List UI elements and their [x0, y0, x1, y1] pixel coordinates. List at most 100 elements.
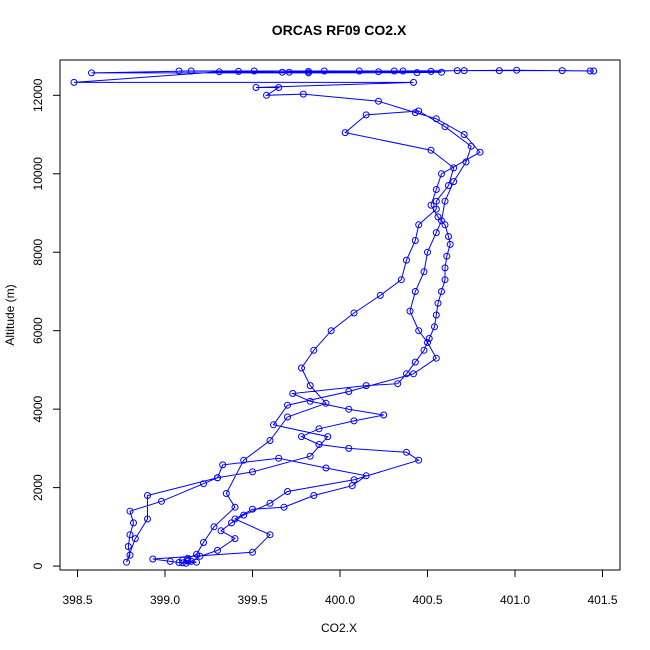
data-point — [434, 213, 442, 221]
data-point — [126, 507, 134, 515]
data-point — [443, 252, 451, 260]
data-point — [415, 221, 423, 229]
data-point — [425, 335, 433, 342]
x-tick-label: 400.0 — [325, 593, 355, 607]
data-point — [231, 535, 239, 543]
data-point — [453, 67, 461, 75]
data-point — [175, 67, 183, 75]
data-point — [441, 276, 449, 284]
data-point — [310, 346, 318, 354]
data-point — [375, 97, 382, 105]
data-point — [322, 464, 330, 472]
data-point — [214, 546, 221, 554]
data-point — [355, 67, 363, 75]
data-point — [289, 390, 297, 397]
x-tick-label: 398.5 — [62, 593, 92, 607]
data-point — [123, 558, 130, 566]
data-point — [345, 405, 353, 413]
y-tick-label: 4000 — [31, 395, 45, 422]
x-tick-label: 399.5 — [237, 593, 267, 607]
data-point — [124, 543, 132, 550]
data-point — [438, 68, 445, 76]
data-point — [200, 480, 207, 488]
data-point — [250, 67, 258, 75]
data-point — [231, 515, 239, 523]
data-point — [217, 527, 225, 535]
x-axis-label: CO2.X — [321, 621, 357, 635]
data-point — [126, 551, 134, 559]
data-point — [420, 346, 428, 354]
data-point — [149, 555, 157, 563]
data-point — [231, 503, 239, 511]
data-point — [467, 142, 475, 150]
data-point — [376, 291, 384, 299]
data-point — [362, 111, 370, 119]
data-point — [193, 550, 200, 558]
data-point — [126, 531, 134, 539]
data-point — [275, 454, 283, 462]
data-point — [415, 327, 423, 335]
data-point — [362, 472, 370, 480]
data-point — [322, 399, 330, 407]
data-point — [249, 505, 256, 513]
data-point — [460, 67, 468, 75]
data-point — [462, 158, 470, 166]
data-point — [284, 401, 291, 409]
data-point — [441, 197, 449, 205]
data-point — [590, 67, 598, 75]
data-point — [403, 370, 410, 378]
data-point — [411, 237, 419, 244]
data-point — [399, 67, 407, 75]
data-point — [306, 397, 314, 405]
data-point — [586, 67, 594, 75]
data-point — [413, 69, 421, 77]
data-point — [427, 67, 435, 75]
data-point — [175, 559, 183, 566]
data-point — [315, 441, 323, 448]
data-point — [210, 523, 218, 531]
data-point — [327, 327, 335, 335]
data-point — [403, 256, 410, 264]
data-point — [298, 433, 305, 441]
data-point — [450, 164, 458, 172]
data-point — [214, 474, 221, 482]
chart-title: ORCAS RF09 CO2.X — [272, 22, 407, 38]
data-point — [410, 370, 417, 378]
x-tick-label: 401.0 — [500, 593, 530, 607]
data-point — [558, 67, 566, 75]
data-point — [275, 84, 283, 91]
data-point — [252, 84, 260, 91]
data-point — [266, 437, 274, 444]
data-point — [158, 497, 165, 505]
data-point — [299, 90, 307, 98]
data-point — [380, 411, 388, 419]
data-point — [450, 178, 458, 186]
data-point — [240, 456, 248, 464]
x-tick-label: 401.5 — [587, 593, 617, 607]
data-point — [179, 556, 186, 564]
data-point — [411, 109, 419, 117]
data-point — [438, 217, 445, 225]
data-point — [341, 129, 349, 137]
data-point — [432, 205, 440, 213]
data-point — [130, 519, 137, 527]
y-tick-label: 0 — [31, 562, 45, 569]
data-point — [424, 339, 431, 346]
y-tick-label: 10000 — [31, 157, 45, 191]
data-point — [403, 448, 410, 456]
data-point — [495, 67, 503, 75]
data-point — [427, 201, 435, 209]
data-point — [266, 499, 274, 507]
data-point — [215, 68, 223, 76]
y-tick-label: 12000 — [31, 78, 45, 112]
data-point — [432, 197, 440, 205]
data-point — [345, 444, 353, 452]
data-point — [166, 557, 174, 565]
data-point — [306, 382, 314, 390]
data-point — [284, 488, 291, 495]
data-point — [266, 531, 274, 539]
data-point — [438, 170, 445, 178]
data-point — [187, 67, 195, 75]
data-point — [131, 535, 139, 543]
plot-frame — [59, 59, 621, 571]
